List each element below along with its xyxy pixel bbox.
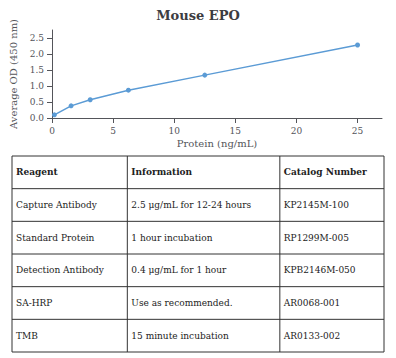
svg-text:KPB2146M-050: KPB2146M-050 xyxy=(284,265,356,275)
svg-text:1.5: 1.5 xyxy=(30,65,45,75)
svg-text:2.5: 2.5 xyxy=(30,33,45,43)
svg-text:SA-HRP: SA-HRP xyxy=(16,298,52,308)
svg-text:Catalog Number: Catalog Number xyxy=(284,167,367,177)
svg-text:0: 0 xyxy=(49,126,55,136)
svg-text:RP1299M-005: RP1299M-005 xyxy=(284,233,349,243)
svg-text:2.0: 2.0 xyxy=(30,49,45,59)
svg-text:20: 20 xyxy=(291,126,303,136)
svg-text:1 hour incubation: 1 hour incubation xyxy=(131,233,212,243)
svg-text:Detection Antibody: Detection Antibody xyxy=(16,265,105,275)
svg-text:AR0068-001: AR0068-001 xyxy=(283,298,340,308)
svg-text:Reagent: Reagent xyxy=(16,167,59,177)
svg-text:25: 25 xyxy=(352,126,364,136)
svg-text:KP2145M-100: KP2145M-100 xyxy=(284,200,349,210)
svg-text:15 minute incubation: 15 minute incubation xyxy=(131,331,229,341)
svg-text:2.5 μg/mL for 12-24 hours: 2.5 μg/mL for 12-24 hours xyxy=(131,200,251,210)
svg-text:Protein (ng/mL): Protein (ng/mL) xyxy=(177,138,258,149)
svg-text:Capture Antibody: Capture Antibody xyxy=(16,200,98,210)
svg-text:10: 10 xyxy=(168,126,180,136)
svg-text:Information: Information xyxy=(131,167,192,177)
svg-text:0.0: 0.0 xyxy=(30,113,45,123)
svg-text:Mouse EPO: Mouse EPO xyxy=(156,8,240,23)
svg-text:AR0133-002: AR0133-002 xyxy=(283,331,340,341)
svg-text:5: 5 xyxy=(110,126,116,136)
svg-text:0.4 μg/mL for 1 hour: 0.4 μg/mL for 1 hour xyxy=(131,265,227,275)
svg-text:Standard Protein: Standard Protein xyxy=(16,233,95,243)
svg-text:15: 15 xyxy=(230,126,242,136)
svg-text:1.0: 1.0 xyxy=(30,81,45,91)
svg-text:TMB: TMB xyxy=(16,331,38,341)
svg-text:Use as recommended.: Use as recommended. xyxy=(131,298,232,308)
svg-text:0.5: 0.5 xyxy=(30,97,45,107)
svg-text:Average OD (450 nm): Average OD (450 nm) xyxy=(8,19,19,130)
